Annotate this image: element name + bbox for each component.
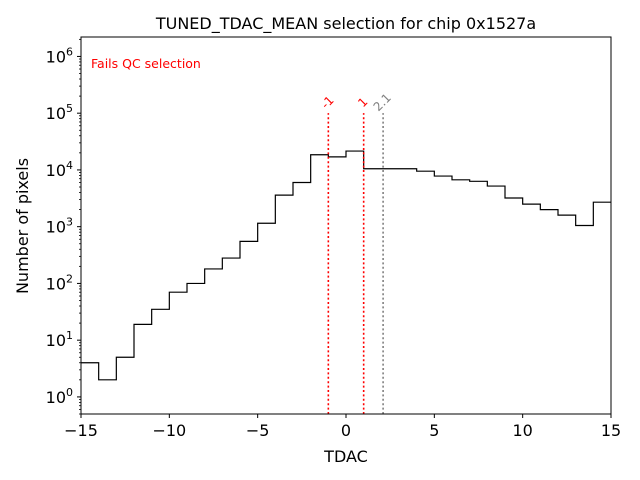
plot-frame (80, 36, 612, 415)
x-tick-label: 10 (512, 421, 532, 440)
threshold-label-0: -1 (318, 93, 336, 111)
histogram-step-line (81, 150, 611, 381)
y-axis-label: Number of pixels (13, 158, 32, 294)
y-tick-label: 100 (46, 386, 73, 407)
y-tick-label: 105 (46, 102, 73, 123)
x-tick-label: 5 (429, 421, 439, 440)
fails-qc-annotation: Fails QC selection (91, 56, 201, 71)
plot-area: -1 1 2.1 −15 −10 −5 0 5 10 15 100 101 102 103 104 105 10… (46, 36, 621, 440)
threshold-label-1: 1 (355, 95, 370, 110)
y-tick-label: 106 (46, 45, 73, 66)
x-tick-label: −5 (246, 421, 270, 440)
x-tick-label: 0 (341, 421, 351, 440)
x-tick-label: −10 (152, 421, 186, 440)
chart-title: TUNED_TDAC_MEAN selection for chip 0x152… (155, 14, 536, 34)
y-tick-label: 104 (46, 159, 73, 180)
x-tick-label: −15 (64, 421, 98, 440)
y-tick-label: 102 (46, 272, 73, 293)
x-tick-label: 15 (601, 421, 621, 440)
y-tick-label: 103 (46, 216, 73, 237)
y-tick-label: 101 (46, 329, 73, 350)
threshold-label-2: 2.1 (371, 91, 394, 114)
x-axis-label: TDAC (323, 447, 368, 466)
